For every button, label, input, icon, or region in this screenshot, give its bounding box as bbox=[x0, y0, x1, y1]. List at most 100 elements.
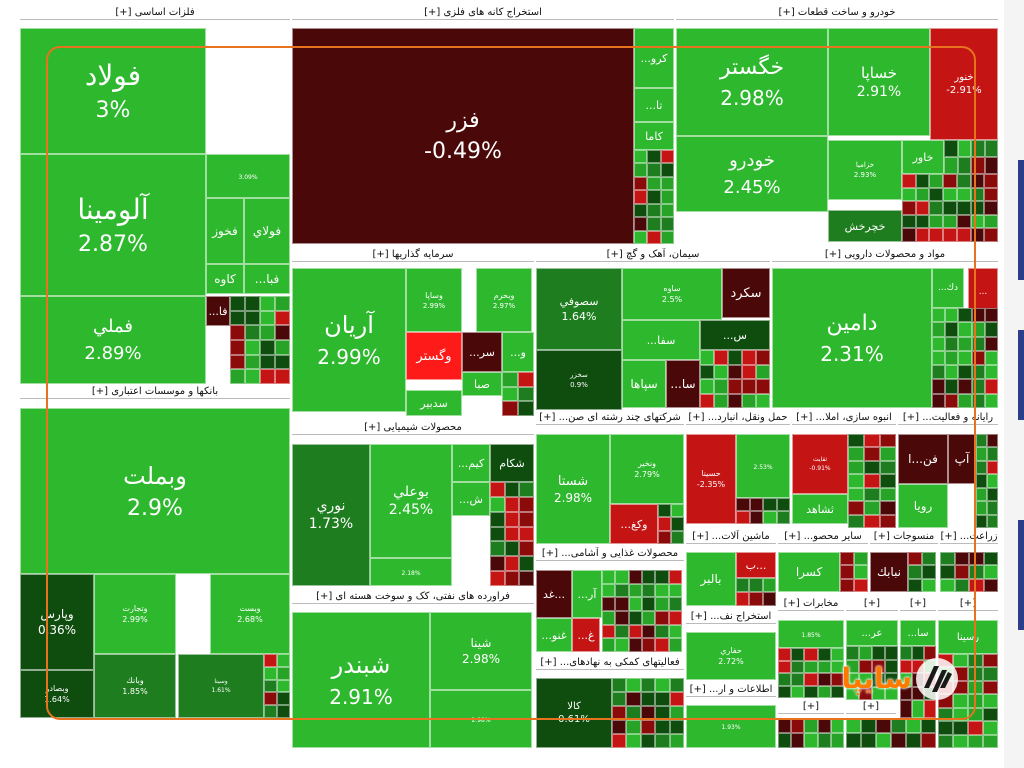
sector-header[interactable]: محصولات غذایی و آشامی... [+] bbox=[536, 547, 684, 561]
minor-symbol-tile[interactable] bbox=[749, 511, 763, 524]
minor-symbol-tile[interactable] bbox=[626, 706, 641, 720]
minor-symbol-tile[interactable] bbox=[502, 401, 518, 416]
sector-header[interactable]: استخراج کانه های فلزی [+] bbox=[292, 6, 674, 20]
minor-symbol-tile[interactable] bbox=[885, 659, 898, 673]
symbol-tile[interactable]: آلومینا 2.87% bbox=[20, 154, 206, 296]
minor-symbol-tile[interactable] bbox=[671, 517, 684, 531]
minor-symbol-tile[interactable] bbox=[848, 434, 864, 448]
minor-symbol-tile[interactable] bbox=[976, 474, 987, 488]
minor-symbol-tile[interactable] bbox=[668, 624, 682, 639]
minor-symbol-tile[interactable] bbox=[804, 733, 818, 748]
minor-symbol-tile[interactable] bbox=[615, 570, 629, 584]
minor-symbol-tile[interactable] bbox=[872, 646, 885, 660]
sector-header[interactable]: استخراج نف... [+] bbox=[686, 610, 776, 624]
minor-symbol-tile[interactable] bbox=[791, 685, 805, 698]
symbol-tile[interactable]: 2.18% bbox=[370, 558, 452, 586]
minor-symbol-tile[interactable] bbox=[968, 721, 983, 735]
minor-symbol-tile[interactable] bbox=[880, 460, 896, 475]
minor-symbol-tile[interactable] bbox=[872, 659, 885, 673]
minor-symbol-tile[interactable] bbox=[260, 369, 275, 384]
minor-symbol-tile[interactable] bbox=[864, 434, 880, 448]
minor-symbol-tile[interactable] bbox=[953, 707, 968, 722]
minor-symbol-tile[interactable] bbox=[983, 552, 998, 566]
minor-symbol-tile[interactable] bbox=[260, 354, 275, 370]
symbol-tile[interactable]: آپ bbox=[948, 434, 976, 484]
symbol-tile[interactable]: حفاري 2.72% bbox=[686, 632, 776, 680]
minor-symbol-tile[interactable] bbox=[968, 707, 983, 722]
minor-symbol-tile[interactable] bbox=[275, 340, 290, 355]
sector-header[interactable]: [+] bbox=[846, 597, 898, 611]
minor-symbol-tile[interactable] bbox=[655, 734, 670, 748]
minor-symbol-tile[interactable] bbox=[778, 733, 792, 748]
minor-symbol-tile[interactable] bbox=[728, 364, 742, 379]
minor-symbol-tile[interactable] bbox=[830, 718, 844, 733]
symbol-tile[interactable]: سصوفي 1.64% bbox=[536, 268, 622, 350]
symbol-tile[interactable]: ثشاهد bbox=[792, 494, 848, 524]
minor-symbol-tile[interactable] bbox=[872, 673, 885, 687]
minor-symbol-tile[interactable] bbox=[615, 624, 629, 639]
minor-symbol-tile[interactable] bbox=[749, 498, 763, 511]
minor-symbol-tile[interactable] bbox=[671, 530, 684, 544]
symbol-tile[interactable]: حسينا -2.35% bbox=[686, 434, 736, 524]
minor-symbol-tile[interactable] bbox=[668, 638, 682, 652]
minor-symbol-tile[interactable] bbox=[944, 157, 958, 174]
minor-symbol-tile[interactable] bbox=[640, 706, 656, 720]
minor-symbol-tile[interactable] bbox=[602, 597, 616, 611]
minor-symbol-tile[interactable] bbox=[817, 733, 831, 748]
minor-symbol-tile[interactable] bbox=[634, 163, 648, 177]
minor-symbol-tile[interactable] bbox=[945, 350, 959, 366]
minor-symbol-tile[interactable] bbox=[602, 583, 616, 598]
symbol-tile[interactable]: شينا 2.98% bbox=[430, 612, 532, 690]
minor-symbol-tile[interactable] bbox=[938, 694, 953, 708]
minor-symbol-tile[interactable] bbox=[906, 733, 921, 748]
sector-header[interactable]: اطلاعات و ار... [+] bbox=[686, 683, 776, 697]
minor-symbol-tile[interactable] bbox=[984, 322, 998, 337]
minor-symbol-tile[interactable] bbox=[987, 447, 998, 461]
minor-symbol-tile[interactable] bbox=[519, 526, 534, 542]
minor-symbol-tile[interactable] bbox=[846, 659, 859, 673]
minor-symbol-tile[interactable] bbox=[987, 460, 998, 475]
minor-symbol-tile[interactable] bbox=[628, 611, 642, 625]
minor-symbol-tile[interactable] bbox=[658, 504, 671, 518]
minor-symbol-tile[interactable] bbox=[921, 718, 936, 733]
minor-symbol-tile[interactable] bbox=[945, 393, 959, 408]
minor-symbol-tile[interactable] bbox=[612, 734, 627, 748]
minor-symbol-tile[interactable] bbox=[880, 434, 896, 448]
symbol-tile[interactable]: صبا bbox=[462, 372, 502, 396]
minor-symbol-tile[interactable] bbox=[615, 638, 629, 652]
symbol-tile[interactable]: خچرخش bbox=[828, 210, 902, 242]
minor-symbol-tile[interactable] bbox=[791, 648, 805, 661]
symbol-tile[interactable]: نوري 1.73% bbox=[292, 444, 370, 586]
minor-symbol-tile[interactable] bbox=[864, 514, 880, 528]
symbol-tile[interactable]: فخوز bbox=[206, 198, 244, 264]
minor-symbol-tile[interactable] bbox=[817, 718, 831, 733]
minor-symbol-tile[interactable] bbox=[848, 487, 864, 502]
minor-symbol-tile[interactable] bbox=[943, 174, 957, 188]
minor-symbol-tile[interactable] bbox=[728, 379, 742, 394]
minor-symbol-tile[interactable] bbox=[976, 501, 987, 515]
minor-symbol-tile[interactable] bbox=[938, 734, 953, 748]
symbol-tile[interactable]: 1.93% bbox=[686, 705, 776, 748]
minor-symbol-tile[interactable] bbox=[660, 230, 674, 244]
minor-symbol-tile[interactable] bbox=[932, 393, 946, 408]
minor-symbol-tile[interactable] bbox=[817, 685, 831, 698]
symbol-tile[interactable]: فملي 2.89% bbox=[20, 296, 206, 384]
minor-symbol-tile[interactable] bbox=[854, 565, 868, 579]
minor-symbol-tile[interactable] bbox=[700, 350, 714, 365]
minor-symbol-tile[interactable] bbox=[976, 447, 987, 461]
minor-symbol-tile[interactable] bbox=[245, 354, 260, 370]
minor-symbol-tile[interactable] bbox=[840, 565, 854, 579]
minor-symbol-tile[interactable] bbox=[519, 511, 534, 527]
minor-symbol-tile[interactable] bbox=[953, 734, 968, 748]
minor-symbol-tile[interactable] bbox=[876, 718, 891, 733]
symbol-tile[interactable]: س... bbox=[700, 320, 770, 350]
minor-symbol-tile[interactable] bbox=[804, 718, 818, 733]
minor-symbol-tile[interactable] bbox=[984, 393, 998, 408]
symbol-tile[interactable]: فبا... bbox=[244, 264, 290, 294]
symbol-tile[interactable]: وپارس 0.36% bbox=[20, 574, 94, 670]
minor-symbol-tile[interactable] bbox=[846, 646, 859, 660]
minor-symbol-tile[interactable] bbox=[277, 705, 290, 718]
minor-symbol-tile[interactable] bbox=[971, 157, 985, 174]
minor-symbol-tile[interactable] bbox=[970, 214, 985, 229]
symbol-tile[interactable]: 1.85% bbox=[778, 620, 844, 648]
